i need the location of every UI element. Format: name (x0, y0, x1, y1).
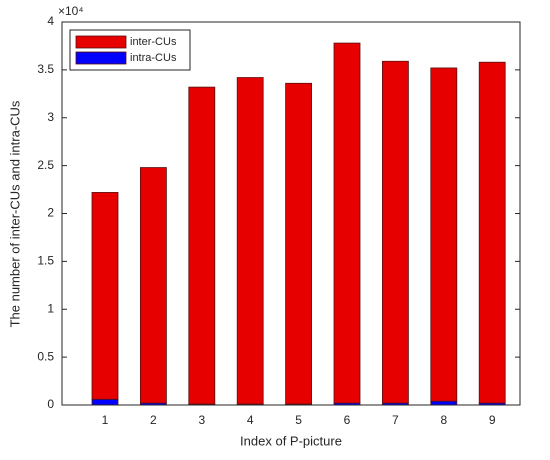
bar-segment (188, 86, 216, 405)
legend-swatch (75, 51, 127, 65)
legend-label: intra-CUs (130, 52, 177, 64)
x-tick-label: 2 (150, 413, 157, 427)
x-tick-label: 6 (344, 413, 351, 427)
legend-label: inter-CUs (130, 36, 177, 48)
x-tick-label: 1 (102, 413, 109, 427)
x-tick-label: 3 (198, 413, 205, 427)
bar-segment (430, 400, 458, 406)
y-tick-label: 3.5 (37, 62, 54, 76)
bar-segment (285, 82, 313, 405)
x-tick-label: 9 (489, 413, 496, 427)
y-tick-label: 1 (47, 301, 54, 315)
legend-swatch (75, 35, 127, 49)
y-tick-label: 2.5 (37, 158, 54, 172)
y-tick-label: 0 (47, 397, 54, 411)
bar-segment (478, 61, 506, 404)
bar-segment (236, 77, 264, 405)
y-tick-label: 3 (47, 110, 54, 124)
bar-segment (381, 60, 409, 404)
y-tick-label: 2 (47, 206, 54, 220)
x-axis-label: Index of P-picture (240, 433, 342, 448)
x-tick-label: 7 (392, 413, 399, 427)
y-exponent: ×10⁴ (58, 4, 84, 18)
y-tick-label: 0.5 (37, 349, 54, 363)
bar-segment (333, 42, 361, 404)
y-axis-label: The number of inter-CUs and intra-CUs (7, 100, 22, 327)
x-tick-label: 4 (247, 413, 254, 427)
bar-segment (91, 192, 119, 400)
axes-box (61, 21, 521, 406)
x-tick-label: 5 (295, 413, 302, 427)
bar-segment (430, 67, 458, 402)
bar-segment (91, 398, 119, 406)
y-tick-label: 1.5 (37, 254, 54, 268)
y-tick-label: 4 (47, 14, 54, 28)
x-tick-label: 8 (440, 413, 447, 427)
bar-segment (139, 167, 167, 404)
